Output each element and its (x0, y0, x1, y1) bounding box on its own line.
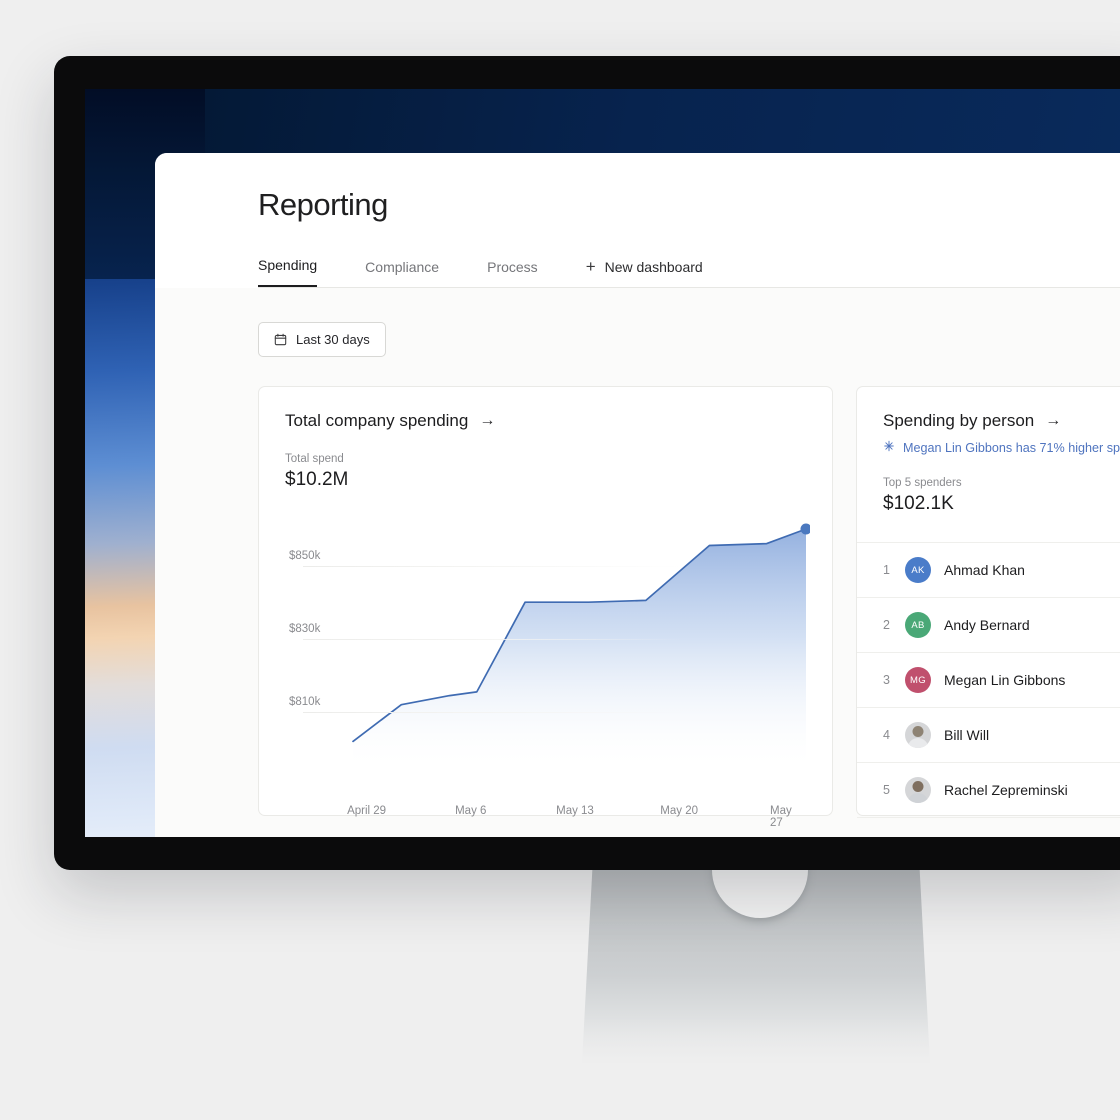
avatar: AK (905, 557, 931, 583)
people-card-header[interactable]: Spending by person → (883, 411, 1120, 431)
insight-text: Megan Lin Gibbons has 71% higher spend t… (903, 440, 1120, 455)
y-axis-tick-label: $830k (289, 622, 321, 635)
page-title: Reporting (258, 187, 388, 222)
app-header: Reporting Save Spending Compliance Proce… (155, 153, 1120, 288)
date-range-label: Last 30 days (296, 332, 370, 347)
application-window: Reporting Save Spending Compliance Proce… (155, 153, 1120, 837)
tab-process[interactable]: Process (487, 259, 538, 287)
people-stats-row: Top 5 spenders $102.1K % of total p 44.9… (883, 477, 1120, 515)
x-axis-tick-label: May 13 (556, 805, 594, 817)
list-item[interactable]: 5 Rachel Zepreminski (857, 763, 1120, 818)
dashboard-body: Last 30 days Total company spending → To… (155, 288, 1120, 837)
spending-card-header[interactable]: Total company spending → (285, 411, 806, 431)
list-item[interactable]: 3 MG Megan Lin Gibbons (857, 653, 1120, 708)
list-item[interactable]: 4 Bill Will (857, 708, 1120, 763)
tab-spending[interactable]: Spending (258, 257, 318, 287)
x-axis-tick-label: May 6 (455, 805, 487, 817)
person-name: Andy Bernard (944, 617, 1030, 633)
x-axis-tick-label: May 20 (660, 805, 699, 817)
total-company-spending-card: Total company spending → Total spend $10… (258, 386, 833, 829)
person-name: Bill Will (944, 727, 990, 743)
y-axis-tick-label: $850k (289, 549, 321, 562)
rank-number: 1 (883, 563, 890, 577)
stat-value: $102.1K (883, 493, 954, 514)
tab-compliance[interactable]: Compliance (365, 259, 439, 287)
monitor-bezel: Reporting Save Spending Compliance Proce… (54, 56, 1120, 870)
person-name: Rachel Zepreminski (944, 782, 1068, 798)
rank-number: 5 (883, 783, 890, 797)
chart-gridline (303, 565, 810, 567)
y-axis-tick-label: $810k (289, 696, 321, 709)
new-dashboard-label: New dashboard (604, 258, 703, 275)
avatar: MG (905, 667, 931, 693)
sparkle-icon (883, 440, 895, 455)
avatar: AB (905, 612, 931, 638)
avatar (905, 722, 931, 748)
chart-gridline (303, 712, 810, 714)
arrow-right-icon[interactable]: → (479, 412, 496, 429)
rank-number: 2 (883, 618, 890, 632)
stat-top-spenders: Top 5 spenders $102.1K (883, 477, 1120, 515)
plus-icon: + (585, 257, 596, 276)
stat-label: Top 5 spenders (883, 477, 962, 489)
tab-bar: Spending Compliance Process + New dashbo… (258, 257, 1120, 288)
total-spend-value: $10.2M (285, 469, 349, 490)
new-dashboard-button[interactable]: + New dashboard (586, 258, 703, 287)
calendar-icon (274, 333, 287, 346)
cards-row-1: Total company spending → Total spend $10… (258, 386, 1120, 829)
arrow-right-icon[interactable]: → (1045, 412, 1062, 429)
date-range-filter[interactable]: Last 30 days (258, 322, 386, 357)
rank-number: 4 (883, 728, 890, 742)
list-item[interactable]: 2 AB Andy Bernard (857, 598, 1120, 653)
chart-gridline (303, 638, 810, 640)
x-axis-tick-label: May 27 (770, 805, 792, 829)
people-card-title: Spending by person (883, 411, 1035, 430)
monitor-screen: Reporting Save Spending Compliance Proce… (85, 89, 1120, 837)
spending-card-title: Total company spending (285, 411, 469, 430)
total-spend-label: Total spend (285, 453, 344, 465)
rank-number: 3 (883, 673, 890, 687)
spending-by-person-card: Spending by person → Megan (856, 386, 1120, 818)
x-axis-tick-label: April 29 (347, 805, 387, 817)
top-spenders-list: 1 AK Ahmad Khan 2 AB Andy Bernard 3 MG Megan Lin… (857, 542, 1120, 818)
avatar (905, 777, 931, 803)
person-name: Megan Lin Gibbons (944, 672, 1066, 688)
monitor-stand (560, 868, 960, 1088)
list-item[interactable]: 1 AK Ahmad Khan (857, 543, 1120, 598)
spending-area-chart: $850k $830k $810k April 29 May 6 May 13 May 20… (285, 499, 810, 829)
person-name: Ahmad Khan (944, 562, 1025, 578)
insight-banner: Megan Lin Gibbons has 71% higher spend t… (883, 440, 1120, 455)
